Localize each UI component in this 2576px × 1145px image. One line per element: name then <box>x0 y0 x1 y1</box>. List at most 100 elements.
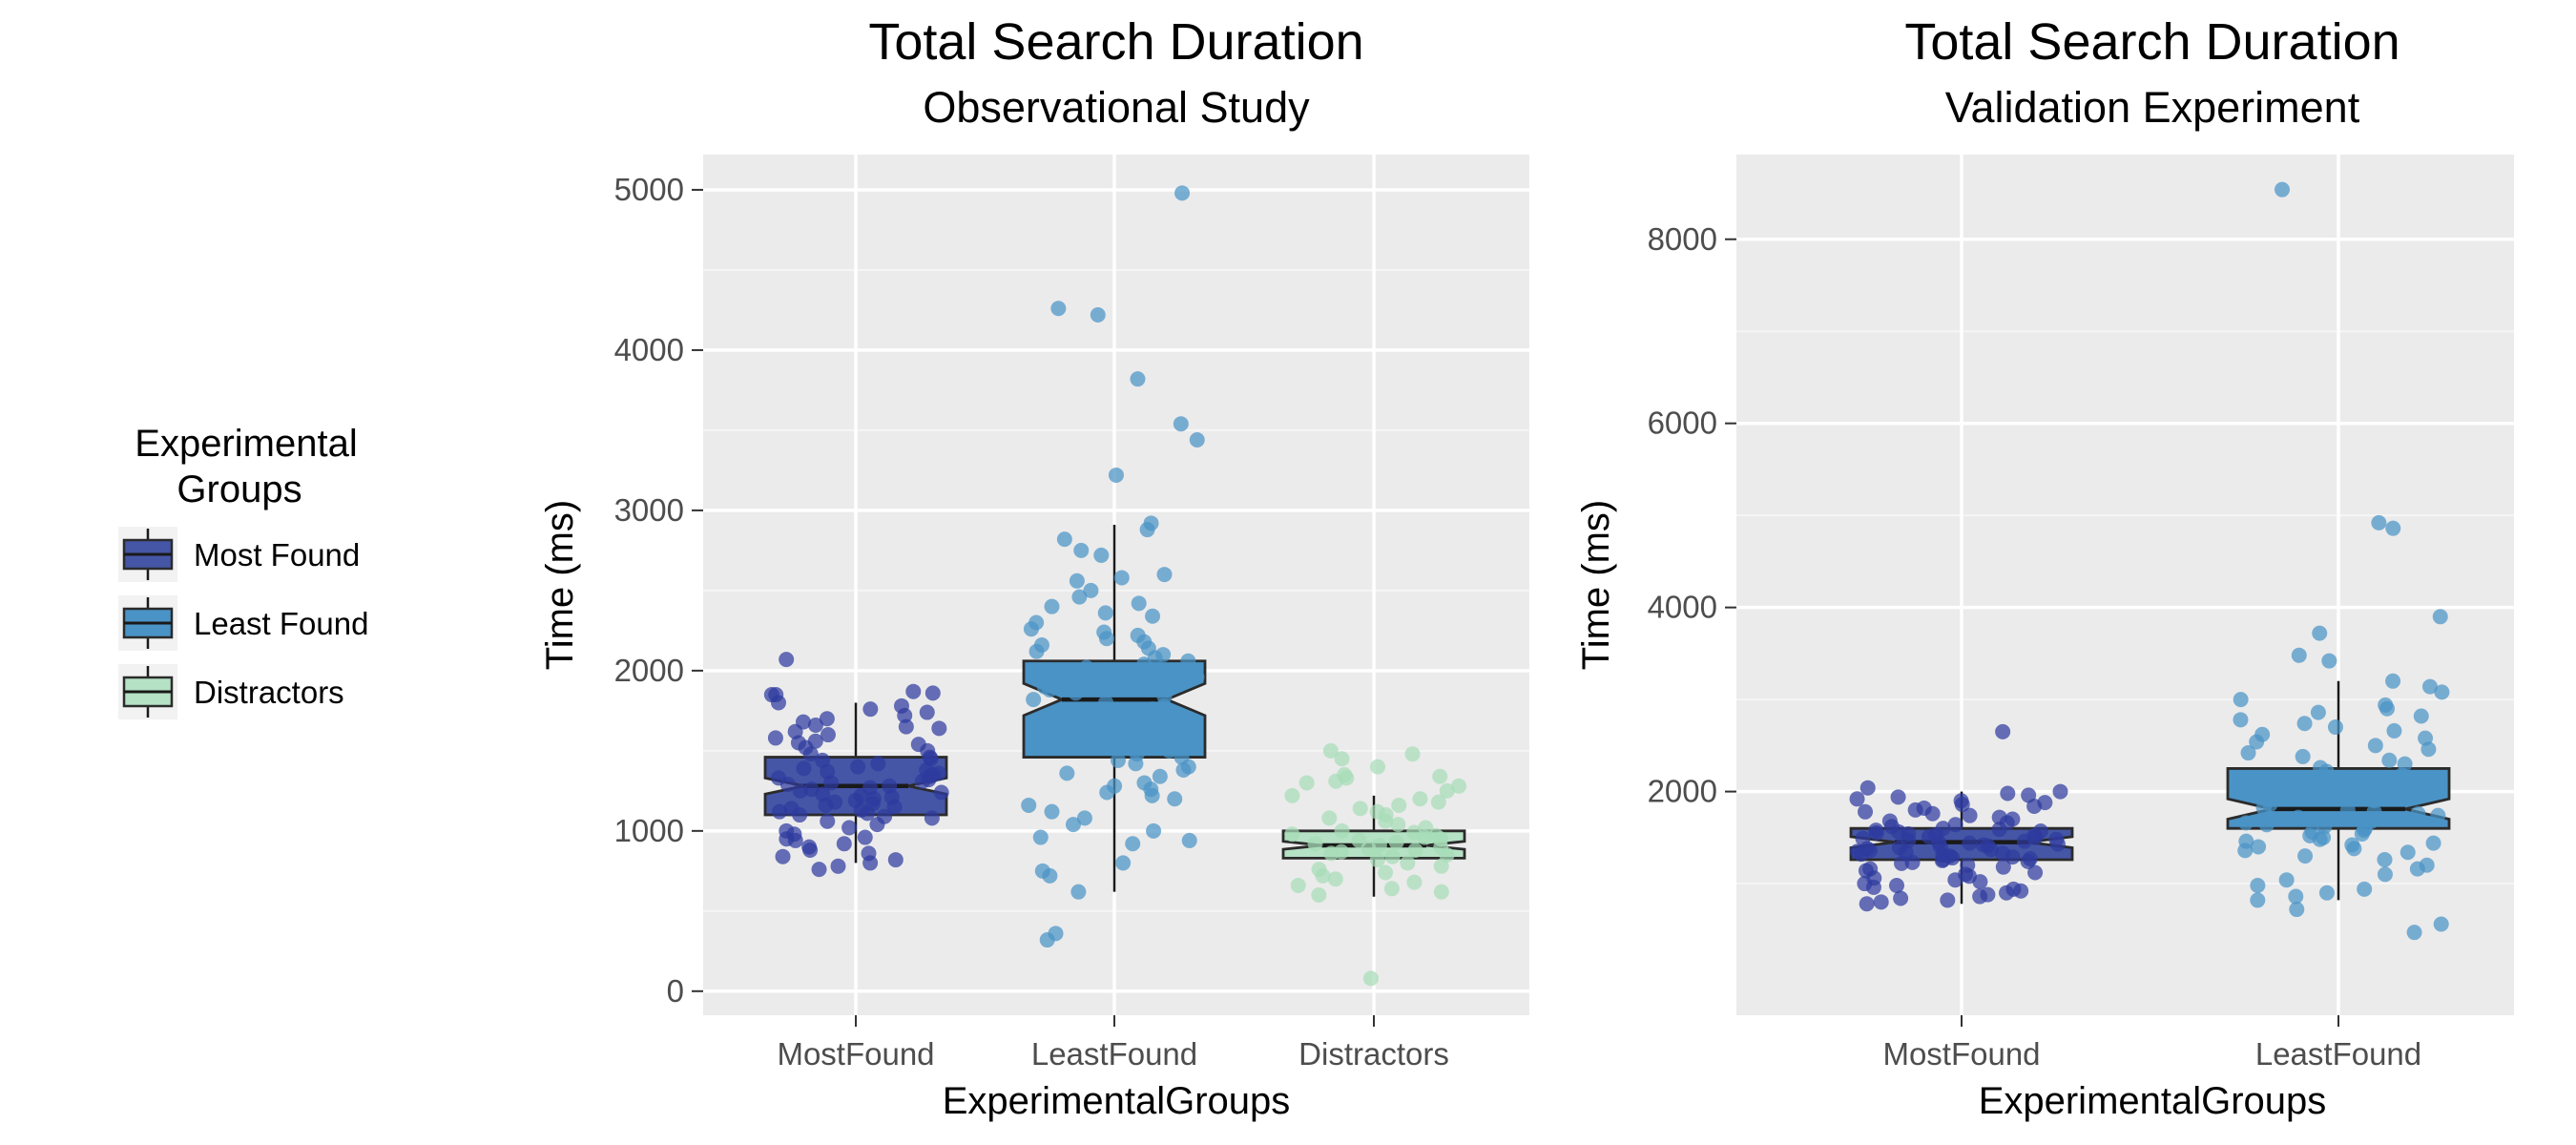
panel1-data-point <box>1076 810 1092 826</box>
panel1-data-point <box>819 711 835 727</box>
panel2-data-point <box>2422 774 2439 790</box>
panel2-data-point <box>2027 864 2044 881</box>
panel2-data-point <box>1962 807 1978 823</box>
panel1-data-point <box>1098 695 1114 711</box>
legend-key <box>118 664 177 719</box>
panel2-data-point <box>1999 885 2015 901</box>
panel1-plot-background <box>703 155 1529 1015</box>
panel1-data-point <box>1180 653 1196 669</box>
panel2-data-point <box>1890 789 1906 805</box>
panel2-data-point <box>1934 852 1950 868</box>
panel1-data-point <box>1068 685 1084 701</box>
legend-label: Distractors <box>194 675 344 710</box>
panel1-data-point <box>1144 787 1160 803</box>
panel1-data-point <box>1352 801 1368 817</box>
panel2-data-point <box>2318 885 2335 901</box>
panel1-subtitle: Observational Study <box>923 83 1310 132</box>
panel1-data-point <box>1090 306 1106 323</box>
panel2-data-point <box>2357 881 2373 897</box>
panel1-data-point <box>1307 836 1323 852</box>
panel2-data-point <box>2432 609 2448 625</box>
panel1-data-point <box>1433 858 1449 874</box>
panel1-y-tick-label: 3000 <box>614 492 684 528</box>
panel1-data-point <box>1400 855 1416 871</box>
panel2-data-point <box>1868 824 1884 841</box>
panel1-data-point <box>1044 598 1060 614</box>
panel2-data-point <box>1954 797 1970 813</box>
panel1-data-point <box>897 707 913 723</box>
panel2-data-point <box>2318 763 2335 780</box>
panel1-data-point <box>1391 797 1407 813</box>
panel1-data-point <box>1130 371 1146 387</box>
panel1-data-point <box>850 759 866 775</box>
panel2-data-point <box>2049 836 2066 852</box>
panel2-plot-background <box>1736 155 2514 1015</box>
panel2-data-point <box>2323 789 2339 805</box>
panel1-data-point <box>1069 572 1085 589</box>
panel1-data-point <box>1128 756 1144 772</box>
panel1-data-point <box>860 805 876 822</box>
panel1-data-point <box>796 760 812 777</box>
panel1-data-point <box>770 695 786 711</box>
panel2-data-point <box>2250 877 2266 893</box>
panel1-data-point <box>1073 542 1090 558</box>
panel2-data-point <box>1858 803 1874 820</box>
panel1-data-point <box>1140 707 1156 723</box>
panel1-data-point <box>1058 727 1074 743</box>
panel1-data-point <box>1388 834 1404 850</box>
panel1-data-point <box>779 652 795 668</box>
panel1-data-point <box>1334 751 1350 767</box>
panel2-y-axis-title: Time (ms) <box>1575 500 1617 670</box>
panel2-data-point <box>2016 833 2032 849</box>
panel1-data-point <box>1065 817 1081 833</box>
panel1-data-point <box>823 775 840 791</box>
panel1-data-point <box>887 852 904 868</box>
panel1-data-point <box>1125 836 1141 852</box>
panel1-data-point <box>1042 867 1058 884</box>
panel1-data-point <box>1315 867 1331 884</box>
panel2-data-point <box>2388 778 2404 794</box>
panel1-data-point <box>862 855 879 871</box>
panel2-data-point <box>2409 781 2425 798</box>
panel1-data-point <box>1290 877 1306 893</box>
panel2-data-point <box>2289 902 2305 918</box>
panel1-data-point <box>869 817 885 833</box>
panel-validation: Total Search Duration Validation Experim… <box>1575 13 2514 1122</box>
legend-label: Least Found <box>194 606 368 641</box>
panel2-data-point <box>2381 752 2398 768</box>
panel1-data-point <box>1156 567 1173 583</box>
panel1-data-point <box>1323 845 1340 862</box>
panel1-data-point <box>1039 932 1055 948</box>
panel2-data-point <box>2371 514 2387 531</box>
panel2-data-point <box>1995 859 2011 875</box>
panel1-data-point <box>1113 570 1130 586</box>
panel2-data-point <box>1962 835 1978 851</box>
panel1-data-point <box>1430 794 1446 810</box>
panel2-x-tick-label: MostFound <box>1882 1036 2040 1072</box>
panel2-data-point <box>2377 851 2393 867</box>
panel1-data-point <box>1101 733 1117 749</box>
panel2-data-point <box>1983 842 1999 858</box>
panel1-data-point <box>1134 720 1151 737</box>
panel2-data-point <box>1888 877 1904 893</box>
panel2-data-point <box>2343 771 2359 787</box>
panel1-data-point <box>1173 416 1189 432</box>
panel2-data-point <box>2255 800 2272 816</box>
panel1-data-point <box>1417 829 1433 845</box>
panel1-data-point <box>1327 871 1343 887</box>
panel2-data-point <box>1849 791 1865 807</box>
panel2-y-tick-label: 4000 <box>1648 590 1717 625</box>
panel1-data-point <box>792 782 808 799</box>
panel1-y-tick-label: 2000 <box>614 653 684 688</box>
panel1-data-point <box>820 727 836 743</box>
panel2-data-point <box>2379 700 2396 717</box>
panel1-data-point <box>1092 676 1109 692</box>
panel2-data-point <box>2237 843 2254 859</box>
panel2-data-point <box>2251 839 2267 855</box>
panel1-data-point <box>1042 682 1058 698</box>
panel2-data-point <box>1995 723 2011 739</box>
panel2-data-point <box>2385 520 2401 536</box>
panel1-data-point <box>1298 775 1315 791</box>
panel2-data-point <box>2295 748 2311 764</box>
panel1-data-point <box>1147 650 1163 666</box>
